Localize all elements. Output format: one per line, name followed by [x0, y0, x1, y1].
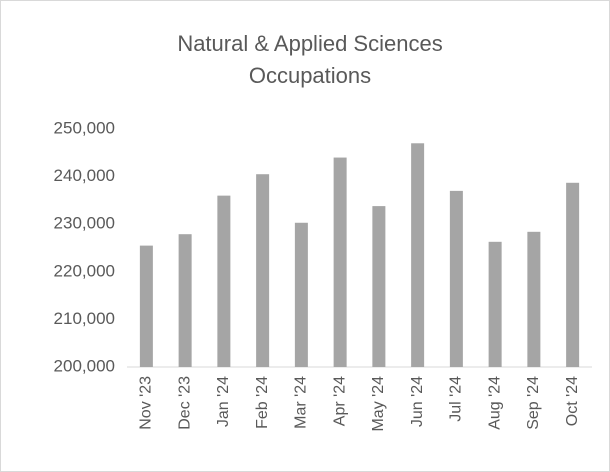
- x-tick-label: Mar '24: [293, 376, 310, 429]
- x-tick-label: May '24: [370, 376, 387, 432]
- x-tick-label: Jan '24: [215, 376, 232, 427]
- y-tick-label: 230,000: [54, 214, 115, 233]
- x-tick-label: Nov '23: [138, 376, 155, 430]
- x-tick-label: Aug '24: [486, 376, 503, 430]
- bar: [488, 241, 502, 367]
- x-tick-label: Feb '24: [254, 376, 271, 429]
- bar: [372, 206, 386, 367]
- bar: [256, 174, 270, 367]
- x-tick-label: Jul '24: [448, 376, 465, 422]
- chart-title: Occupations: [249, 63, 371, 88]
- bar: [294, 222, 308, 367]
- x-tick-label: Sep '24: [525, 376, 542, 430]
- bar: [527, 231, 541, 367]
- bar: [139, 245, 153, 367]
- bar: [566, 182, 580, 367]
- y-tick-label: 250,000: [54, 118, 115, 137]
- bar: [449, 190, 463, 367]
- bar: [333, 157, 347, 367]
- y-tick-label: 200,000: [54, 356, 115, 375]
- x-tick-label: Oct '24: [564, 376, 581, 426]
- x-tick-label: Apr '24: [331, 376, 348, 426]
- x-tick-label: Dec '23: [176, 376, 193, 430]
- y-tick-label: 210,000: [54, 309, 115, 328]
- y-tick-label: 220,000: [54, 261, 115, 280]
- y-tick-label: 240,000: [54, 166, 115, 185]
- bar: [178, 234, 192, 367]
- chart-title: Natural & Applied Sciences: [177, 31, 442, 56]
- x-tick-label: Jun '24: [409, 376, 426, 427]
- bar: [411, 143, 425, 367]
- bar: [217, 195, 231, 367]
